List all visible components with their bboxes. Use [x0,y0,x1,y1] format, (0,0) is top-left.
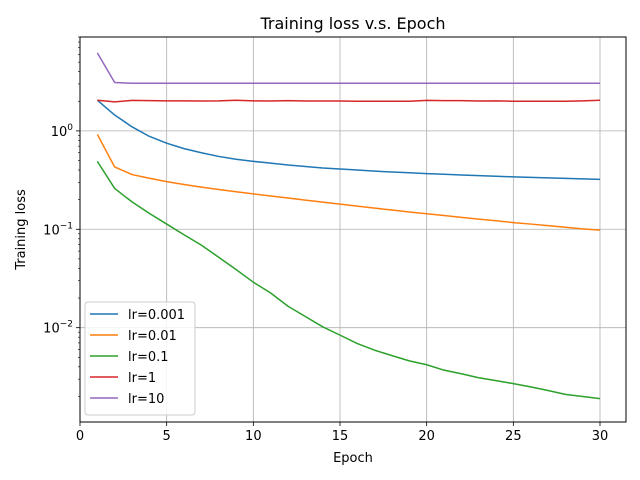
legend-label: lr=1 [128,371,156,386]
x-tick-label: 25 [505,429,522,444]
x-tick-label: 15 [332,429,349,444]
series-lines [96,52,601,400]
y-tick-label: 10−2 [43,320,73,337]
legend-label: lr=0.1 [128,350,169,365]
y-tick-label: 10−1 [43,221,73,238]
y-axis-label: Training loss [14,189,29,271]
y-tick-label: 100 [51,123,74,140]
x-tick-label: 0 [76,429,84,444]
legend-label: lr=10 [128,392,164,407]
legend-label: lr=0.01 [128,329,177,344]
series-line-lr-1 [97,99,601,103]
x-tick-label: 30 [592,429,609,444]
series-line-lr-0-001 [96,99,601,181]
x-tick-label: 10 [245,429,262,444]
legend: lr=0.001 lr=0.01 lr=0.1 lr=1 lr=10 [84,301,196,416]
series-line-lr-10 [96,52,600,84]
series-line-lr-0-01 [96,134,601,231]
x-tick-label: 20 [418,429,435,444]
x-axis-label: Epoch [333,451,373,466]
axis-ticks: 0 5 10 15 20 25 30 10−2 10−1 100 [43,36,609,444]
legend-box [84,301,196,416]
chart-title: Training loss v.s. Epoch [259,14,445,33]
series-line-lr-0-1 [96,160,601,400]
x-tick-label: 5 [163,429,171,444]
legend-label: lr=0.001 [128,308,185,323]
